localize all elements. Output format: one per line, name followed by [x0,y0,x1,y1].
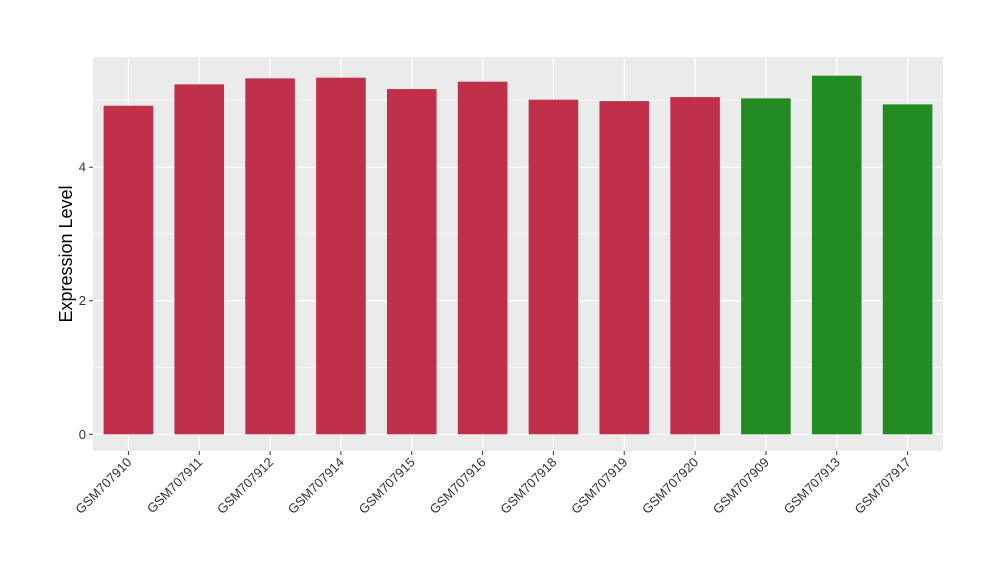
bar-gsm707910 [103,105,154,435]
bar-gsm707913 [811,75,862,435]
bar-gsm707914 [316,77,366,435]
bar-gsm707919 [599,101,650,435]
y-tick-label: 4 [79,160,86,175]
x-tick-label: GSM707918 [497,455,559,517]
x-tick-label: GSM707909 [710,455,772,517]
x-axis: GSM707910 GSM707911 GSM707912 GSM707914 GSM7… [72,451,914,517]
x-tick-label: GSM707920 [639,455,701,517]
x-tick-label: GSM707917 [851,455,913,517]
y-axis-label: Expression Level [56,185,76,322]
minor-gridlines [93,100,943,368]
bar-gsm707911 [174,84,225,435]
bar-gsm707909 [741,98,791,435]
bar-gsm707917 [882,104,933,435]
bar-gsm707915 [386,89,437,435]
plot-panel [93,57,943,451]
x-tick-label: GSM707911 [144,455,206,517]
x-tick-label: GSM707910 [72,455,134,517]
x-tick-label: GSM707914 [285,455,347,517]
y-tick-label: 2 [79,293,86,308]
x-tick-label: GSM707919 [568,455,630,517]
bar-gsm707918 [528,99,579,435]
x-tick-label: GSM707915 [356,455,418,517]
bar-gsm707916 [457,81,508,435]
y-axis: 0 2 4 [79,160,93,442]
x-tick-label: GSM707913 [781,455,843,517]
bar-gsm707912 [245,78,295,435]
bar-gsm707920 [670,97,720,435]
x-tick-label: GSM707916 [426,455,488,517]
x-tick-label: GSM707912 [214,455,276,517]
bars [103,75,933,435]
y-tick-label: 0 [79,427,86,442]
